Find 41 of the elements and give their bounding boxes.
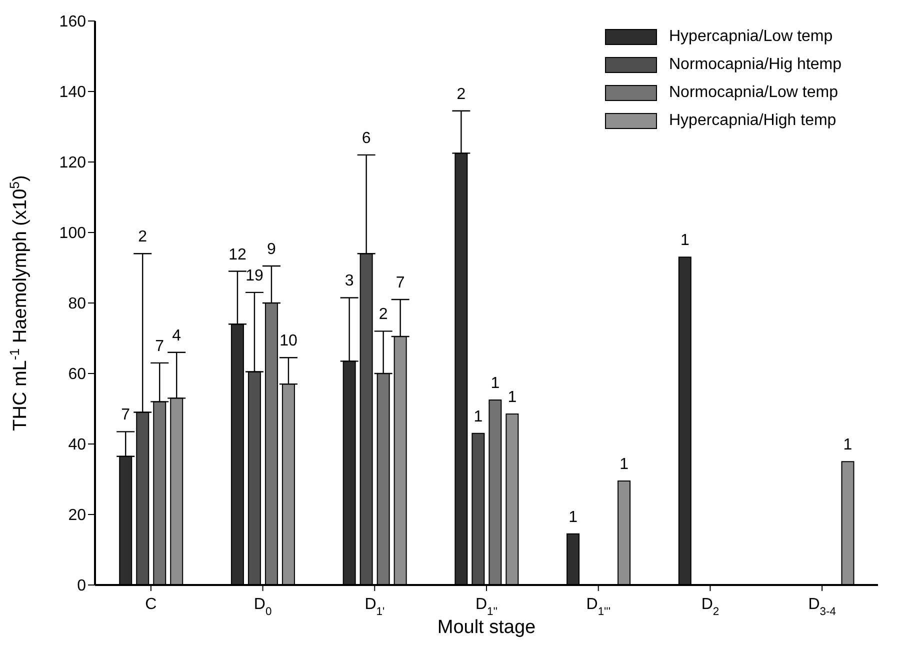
x-tick-label: D$_{0}$	[254, 596, 272, 618]
annotation: 19	[246, 267, 264, 284]
annotation: 9	[267, 240, 276, 258]
y-tick-label: 160	[59, 14, 86, 31]
annotation: 1	[843, 436, 852, 454]
x-tick-label: D$_{2}$	[701, 596, 720, 618]
annotation: 7	[396, 274, 405, 292]
annotation: 10	[280, 332, 298, 350]
x-axis-title: Moult stage	[437, 617, 536, 638]
annotation: 1	[568, 508, 578, 526]
annotation: 3	[344, 272, 354, 290]
y-tick-label: 60	[68, 366, 86, 384]
x-tick-label: D$_{1'''}$	[586, 596, 610, 618]
y-tick-label: 40	[68, 436, 86, 454]
annotation: 1	[474, 408, 483, 426]
x-tick-label: C	[145, 596, 157, 613]
x-tick-label: D$_{1'}$	[364, 596, 385, 618]
y-tick-label: 100	[59, 225, 86, 242]
y-tick-label: 120	[59, 154, 86, 172]
legend-label: Normocapnia/Hig htemp	[669, 55, 842, 75]
annotation: 1	[490, 374, 500, 392]
annotation: 2	[378, 306, 388, 324]
annotation: 1	[508, 389, 517, 406]
annotation: 1	[680, 232, 690, 250]
annotation: 2	[138, 228, 148, 246]
x-tick-label: D$_{1''}$	[475, 596, 498, 618]
x-tick-label: D$_{3-4}$	[808, 596, 836, 618]
y-tick-label: 20	[68, 507, 86, 524]
legend-label: Hypercapnia/High temp	[669, 111, 836, 131]
annotation: 7	[121, 406, 130, 424]
annotation: 1	[620, 456, 629, 474]
annotation: 4	[172, 327, 182, 344]
annotation: 2	[456, 86, 466, 103]
annotation: 6	[362, 130, 371, 147]
annotation: 12	[228, 246, 246, 264]
legend-label: Hypercapnia/Low temp	[669, 27, 833, 47]
legend-label: Normocapnia/Low temp	[669, 83, 838, 103]
y-tick-label: 80	[68, 296, 86, 313]
annotation: 7	[155, 338, 164, 355]
y-tick-label: 0	[77, 578, 86, 595]
y-tick-label: 140	[59, 84, 86, 102]
